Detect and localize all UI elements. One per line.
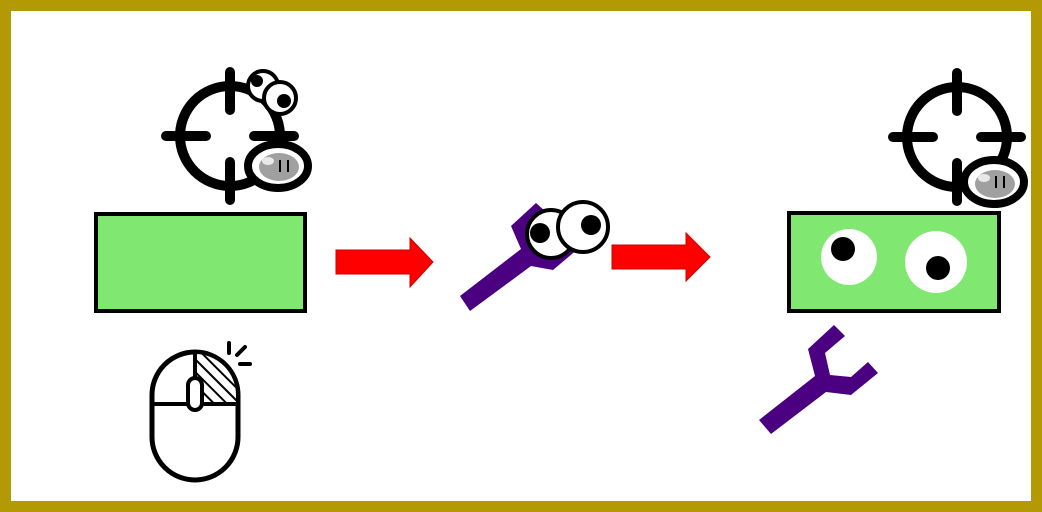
step-start (94, 67, 312, 483)
mouse-click-icon (149, 341, 252, 483)
green-block (94, 212, 307, 313)
googly-eyes-icon (246, 69, 298, 116)
pause-bubble-icon (960, 156, 1028, 208)
wrench-icon (460, 203, 585, 311)
green-block (787, 211, 1001, 313)
step-grab (460, 200, 610, 311)
crosshair-icon (888, 68, 1026, 206)
googly-eyes-icon (525, 200, 610, 260)
pause-bubble-icon (244, 140, 312, 192)
right-arrow-icon (611, 231, 711, 283)
googly-eyes-icon (821, 229, 967, 293)
right-arrow-icon (335, 236, 434, 289)
wrench-icon (759, 325, 878, 434)
step-result (759, 68, 1028, 434)
crosshair-icon (161, 67, 299, 205)
